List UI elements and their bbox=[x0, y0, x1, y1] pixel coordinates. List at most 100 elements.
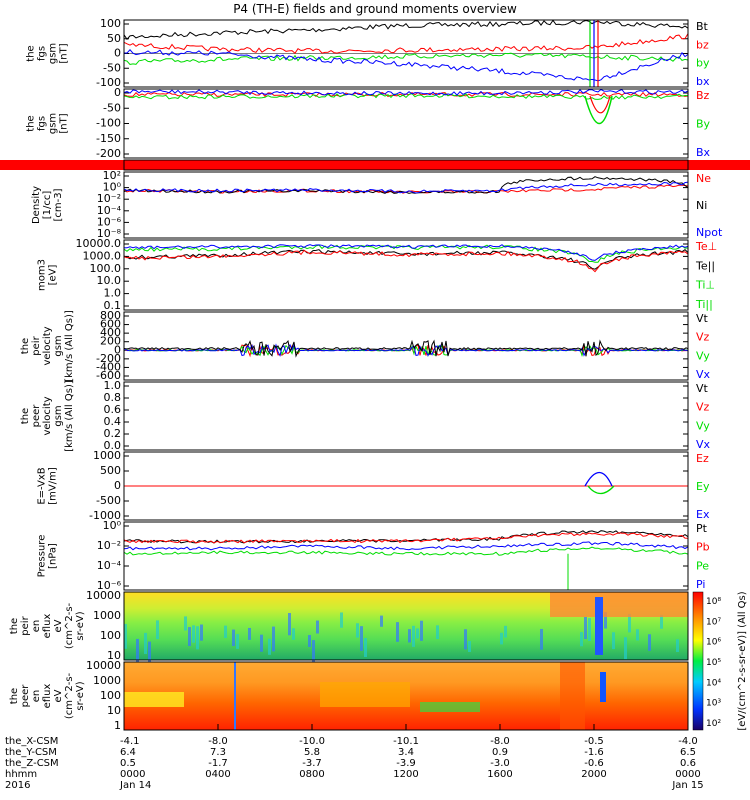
ytick-peir_velocity-2: 400 bbox=[100, 326, 121, 339]
ylabel-peir_velocity-1: peir bbox=[31, 335, 42, 355]
xtick-label-1-1: 7.3 bbox=[210, 747, 226, 758]
ytick-peir_velocity-7: -600 bbox=[96, 369, 121, 382]
xtick-label-5-0: -0.5 bbox=[584, 736, 604, 747]
ylabel-peir_eflux-6: sr-eV) bbox=[75, 611, 86, 640]
ylabel-pressure-0: Pressure bbox=[37, 535, 48, 578]
peir-spec-cell bbox=[420, 620, 423, 641]
peir-spec-cell bbox=[224, 625, 227, 638]
xtick-label-0-3: 0000 bbox=[120, 769, 145, 780]
fgshires-dip bbox=[584, 95, 613, 125]
ytick-density-1: 10⁰ bbox=[103, 181, 122, 194]
peir-spec-stripe bbox=[595, 597, 603, 655]
ytick-peer_eflux-3: 10 bbox=[107, 704, 121, 717]
peir-spec-cell bbox=[584, 617, 587, 640]
fgs-line-bz bbox=[124, 33, 688, 54]
peir-spec-cell bbox=[268, 638, 271, 655]
peir-spec-cell bbox=[636, 629, 639, 641]
panel-frame-efield bbox=[123, 451, 689, 521]
ylabel-fgs-2: gsm bbox=[48, 43, 59, 64]
xaxis-rowlabel-0: the_X-CSM bbox=[5, 736, 58, 747]
peir-spec-cell bbox=[148, 641, 151, 665]
peir-spec-cell bbox=[260, 634, 263, 652]
legend-fgs_hires-1: By bbox=[696, 118, 711, 131]
peer-spec-orange bbox=[320, 682, 410, 707]
xtick-label-6-1: 6.5 bbox=[680, 747, 696, 758]
pressure-line-Pb bbox=[124, 532, 688, 544]
ylabel-fgs_hires-3: [nT] bbox=[59, 113, 70, 133]
panel-frame-flag bbox=[123, 159, 689, 171]
xtick-label-0-2: 0.5 bbox=[120, 758, 136, 769]
ylabel-fgs_hires-0: the bbox=[26, 115, 37, 131]
ytick-density-4: 10⁻⁶ bbox=[97, 215, 122, 228]
ytick-density-3: 10⁻⁴ bbox=[97, 204, 122, 217]
colorbar bbox=[692, 591, 704, 731]
ytick-fgs_hires-1: -50 bbox=[103, 101, 121, 114]
ytick-temperature-5: 0.1 bbox=[104, 299, 122, 312]
ytick-efield-4: -1000 bbox=[89, 509, 121, 522]
legend-temperature-1: Te|| bbox=[695, 259, 715, 272]
ytick-peer_eflux-4: 1 bbox=[114, 719, 121, 732]
peir-spec-cell bbox=[248, 627, 251, 640]
legend-peir_velocity-1: Vz bbox=[696, 331, 710, 344]
ylabel-fgs_hires-1: fgs bbox=[37, 116, 48, 131]
ytick-fgs-1: 50 bbox=[107, 32, 121, 45]
peir-spec-cell bbox=[468, 641, 471, 652]
panel-frame-fgs_hires bbox=[123, 88, 689, 159]
peir-spec-cell bbox=[676, 639, 679, 652]
ytick-fgs-2: 0 bbox=[114, 47, 121, 60]
quality-flag-bar bbox=[0, 160, 750, 170]
ytick-peer_velocity-3: 0.4 bbox=[104, 415, 122, 428]
peir-spec-cell bbox=[360, 626, 363, 651]
peir-spec-cell bbox=[504, 625, 507, 638]
temp-line-Tiperp bbox=[124, 244, 688, 261]
ytick-peer_eflux-0: 10000 bbox=[86, 659, 121, 672]
ylabel-peer_velocity-0: the bbox=[20, 408, 31, 424]
ylabel-fgs-1: fgs bbox=[37, 46, 48, 61]
legend-efield-1: Ey bbox=[696, 480, 710, 493]
peer-spec-dark bbox=[560, 662, 585, 730]
panel-frame-temperature bbox=[123, 239, 689, 311]
peir-spec-cell bbox=[436, 625, 439, 640]
ylabel-peer_eflux-5: (cm^2-s- bbox=[64, 672, 75, 719]
ytick-peer_velocity-2: 0.6 bbox=[104, 403, 122, 416]
peir-spec-cell bbox=[144, 632, 147, 654]
xtick-label-1-3: 0400 bbox=[205, 769, 230, 780]
xtick-label-6-0: -4.0 bbox=[678, 736, 698, 747]
peir-spec-cell bbox=[464, 629, 467, 650]
ytick-efield-2: 0 bbox=[114, 479, 121, 492]
peir-vel-line-blue bbox=[124, 343, 688, 357]
ylabel-temperature-0: mom3 bbox=[37, 259, 48, 291]
ylabel-peer_eflux-6: sr-eV) bbox=[75, 681, 86, 710]
colorbar-label: [eV/(cm^2-s-sr-eV)] (All Qs) bbox=[737, 591, 748, 730]
colorbar-tick-4: 10⁴ bbox=[706, 678, 721, 688]
panel-frame-density bbox=[123, 171, 689, 239]
peir-spec-cell bbox=[580, 632, 583, 647]
peir-spec-cell bbox=[624, 637, 627, 660]
pressure-line-Pe bbox=[124, 546, 688, 556]
ytick-peir_velocity-3: 200 bbox=[100, 335, 121, 348]
xtick-label-2-0: -10.0 bbox=[299, 736, 325, 747]
ytick-peer_velocity-0: 1.0 bbox=[104, 379, 122, 392]
ylabel-peir_eflux-3: eflux bbox=[42, 614, 53, 639]
ylabel-peir_eflux-5: (cm^2-s- bbox=[64, 602, 75, 649]
ytick-pressure-2: 10⁻⁴ bbox=[97, 559, 122, 572]
xtick-label-4-0: -8.0 bbox=[490, 736, 510, 747]
peir-spec-cell bbox=[364, 637, 367, 658]
ytick-temperature-1: 1000.0 bbox=[83, 249, 122, 262]
legend-pressure-3: Pi bbox=[696, 578, 705, 591]
xaxis-rowlabel-1: the_Y-CSM bbox=[5, 747, 57, 758]
legend-peer_velocity-3: Vx bbox=[696, 438, 711, 451]
ytick-fgs-4: -100 bbox=[96, 76, 121, 89]
ytick-peir_velocity-4: 0 bbox=[114, 343, 121, 356]
peir-spec-cell bbox=[340, 612, 343, 628]
peir-spec-cell bbox=[380, 615, 383, 627]
ytick-peer_velocity-4: 0.2 bbox=[104, 427, 122, 440]
ytick-fgs_hires-0: 0 bbox=[114, 86, 121, 99]
ytick-fgs-3: -50 bbox=[103, 61, 121, 74]
ylabel-peir_velocity-3: gsm bbox=[53, 335, 64, 356]
xtick-label-4-3: 1600 bbox=[487, 769, 512, 780]
ytick-peir_eflux-2: 100 bbox=[100, 629, 121, 642]
ylabel-peer_eflux-1: peer bbox=[20, 684, 31, 708]
ytick-pressure-3: 10⁻⁶ bbox=[97, 579, 122, 592]
